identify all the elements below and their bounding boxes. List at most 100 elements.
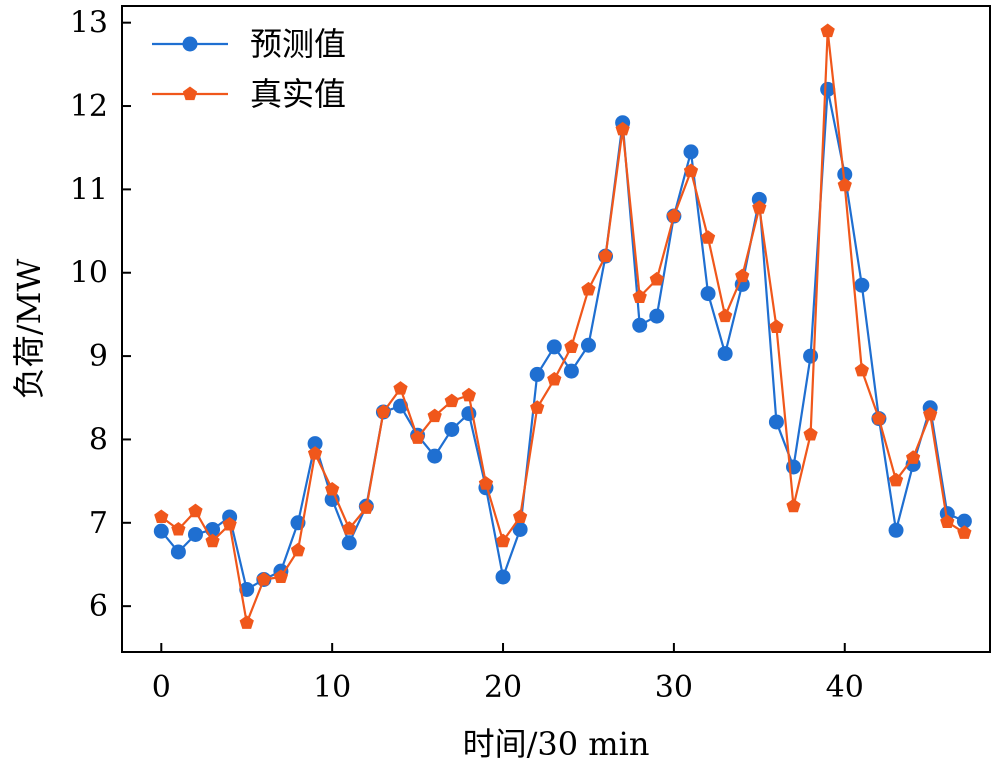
data-point <box>222 516 237 531</box>
data-point <box>598 248 613 263</box>
data-point <box>769 319 784 333</box>
data-point <box>205 533 220 548</box>
data-point <box>768 414 784 430</box>
x-tick-label: 0 <box>152 670 171 705</box>
data-point <box>563 363 579 379</box>
data-point <box>495 533 511 548</box>
data-point <box>888 522 904 538</box>
data-point <box>239 615 254 629</box>
data-point <box>170 544 186 560</box>
series-layer <box>153 23 972 629</box>
data-point <box>546 339 562 355</box>
data-point <box>837 166 853 182</box>
legend-item: 真实值 <box>152 75 346 113</box>
data-point <box>547 371 562 386</box>
data-point <box>649 271 664 286</box>
data-point <box>854 362 869 377</box>
data-point <box>427 408 442 423</box>
data-point <box>188 503 203 518</box>
y-tick-label: 6 <box>89 589 108 624</box>
x-tick-label: 20 <box>484 670 522 705</box>
data-point <box>683 163 699 178</box>
data-point <box>410 430 425 444</box>
data-point <box>427 448 443 464</box>
data-point <box>187 526 203 542</box>
y-tick-label: 11 <box>70 172 108 207</box>
y-tick-label: 8 <box>89 422 108 457</box>
data-point <box>342 521 357 535</box>
data-point <box>529 366 545 382</box>
series-1 <box>153 81 972 597</box>
data-point <box>376 404 391 419</box>
data-point <box>632 289 647 303</box>
data-point <box>153 523 169 539</box>
y-tick-label: 13 <box>70 6 108 41</box>
data-point <box>307 436 323 452</box>
legend-label: 真实值 <box>250 75 346 113</box>
data-point <box>256 571 271 586</box>
data-point <box>461 387 476 402</box>
data-point <box>154 509 169 524</box>
data-point <box>718 308 733 323</box>
y-axis-title: 负荷/MW <box>10 259 48 400</box>
data-point <box>803 348 819 364</box>
data-point <box>564 339 579 353</box>
data-point <box>290 542 306 557</box>
data-point <box>615 121 630 136</box>
data-point <box>956 513 972 529</box>
data-point <box>940 514 955 529</box>
plot-area-frame <box>121 5 991 653</box>
series-line <box>160 88 965 591</box>
data-point <box>239 581 255 597</box>
data-point <box>478 476 494 490</box>
data-point <box>752 200 767 214</box>
data-point <box>530 400 545 414</box>
data-point <box>700 230 716 244</box>
y-tick-label: 7 <box>89 506 108 541</box>
data-point <box>803 426 818 441</box>
data-point <box>735 268 750 283</box>
data-point <box>871 411 887 425</box>
x-tick-label: 10 <box>313 670 351 705</box>
data-point <box>957 525 972 539</box>
series-line <box>160 29 965 624</box>
legend-marker <box>182 86 198 101</box>
data-point <box>905 450 921 464</box>
data-point <box>325 481 340 496</box>
y-tick-label: 10 <box>70 256 108 291</box>
x-tick-label: 40 <box>826 670 864 705</box>
data-point <box>666 208 682 223</box>
y-tick-label: 9 <box>89 339 108 374</box>
data-point <box>888 472 904 487</box>
data-point <box>820 23 835 38</box>
legend-label: 预测值 <box>250 25 346 63</box>
data-point <box>307 446 323 460</box>
data-point <box>512 509 528 524</box>
data-point <box>580 337 596 353</box>
data-point <box>444 421 460 437</box>
data-point <box>820 81 836 97</box>
data-point <box>700 286 716 302</box>
data-point <box>359 500 374 514</box>
legend-marker <box>182 36 198 52</box>
data-point <box>854 277 870 293</box>
data-point <box>581 281 596 296</box>
series-2 <box>154 23 972 629</box>
data-point <box>341 535 357 551</box>
data-point <box>512 521 528 537</box>
x-axis-title: 时间/30 min <box>463 725 650 763</box>
data-point <box>717 346 733 362</box>
x-axis: 0 10 20 30 40 <box>152 643 864 705</box>
y-axis: 6 7 8 9 10 11 12 13 <box>70 6 131 624</box>
data-point <box>444 393 459 408</box>
data-point <box>649 308 665 324</box>
data-point <box>683 144 699 160</box>
y-tick-label: 12 <box>70 89 108 124</box>
data-point <box>632 317 648 333</box>
data-point <box>495 569 511 585</box>
data-point <box>837 177 852 192</box>
x-tick-label: 30 <box>655 670 693 705</box>
data-point <box>273 569 289 584</box>
